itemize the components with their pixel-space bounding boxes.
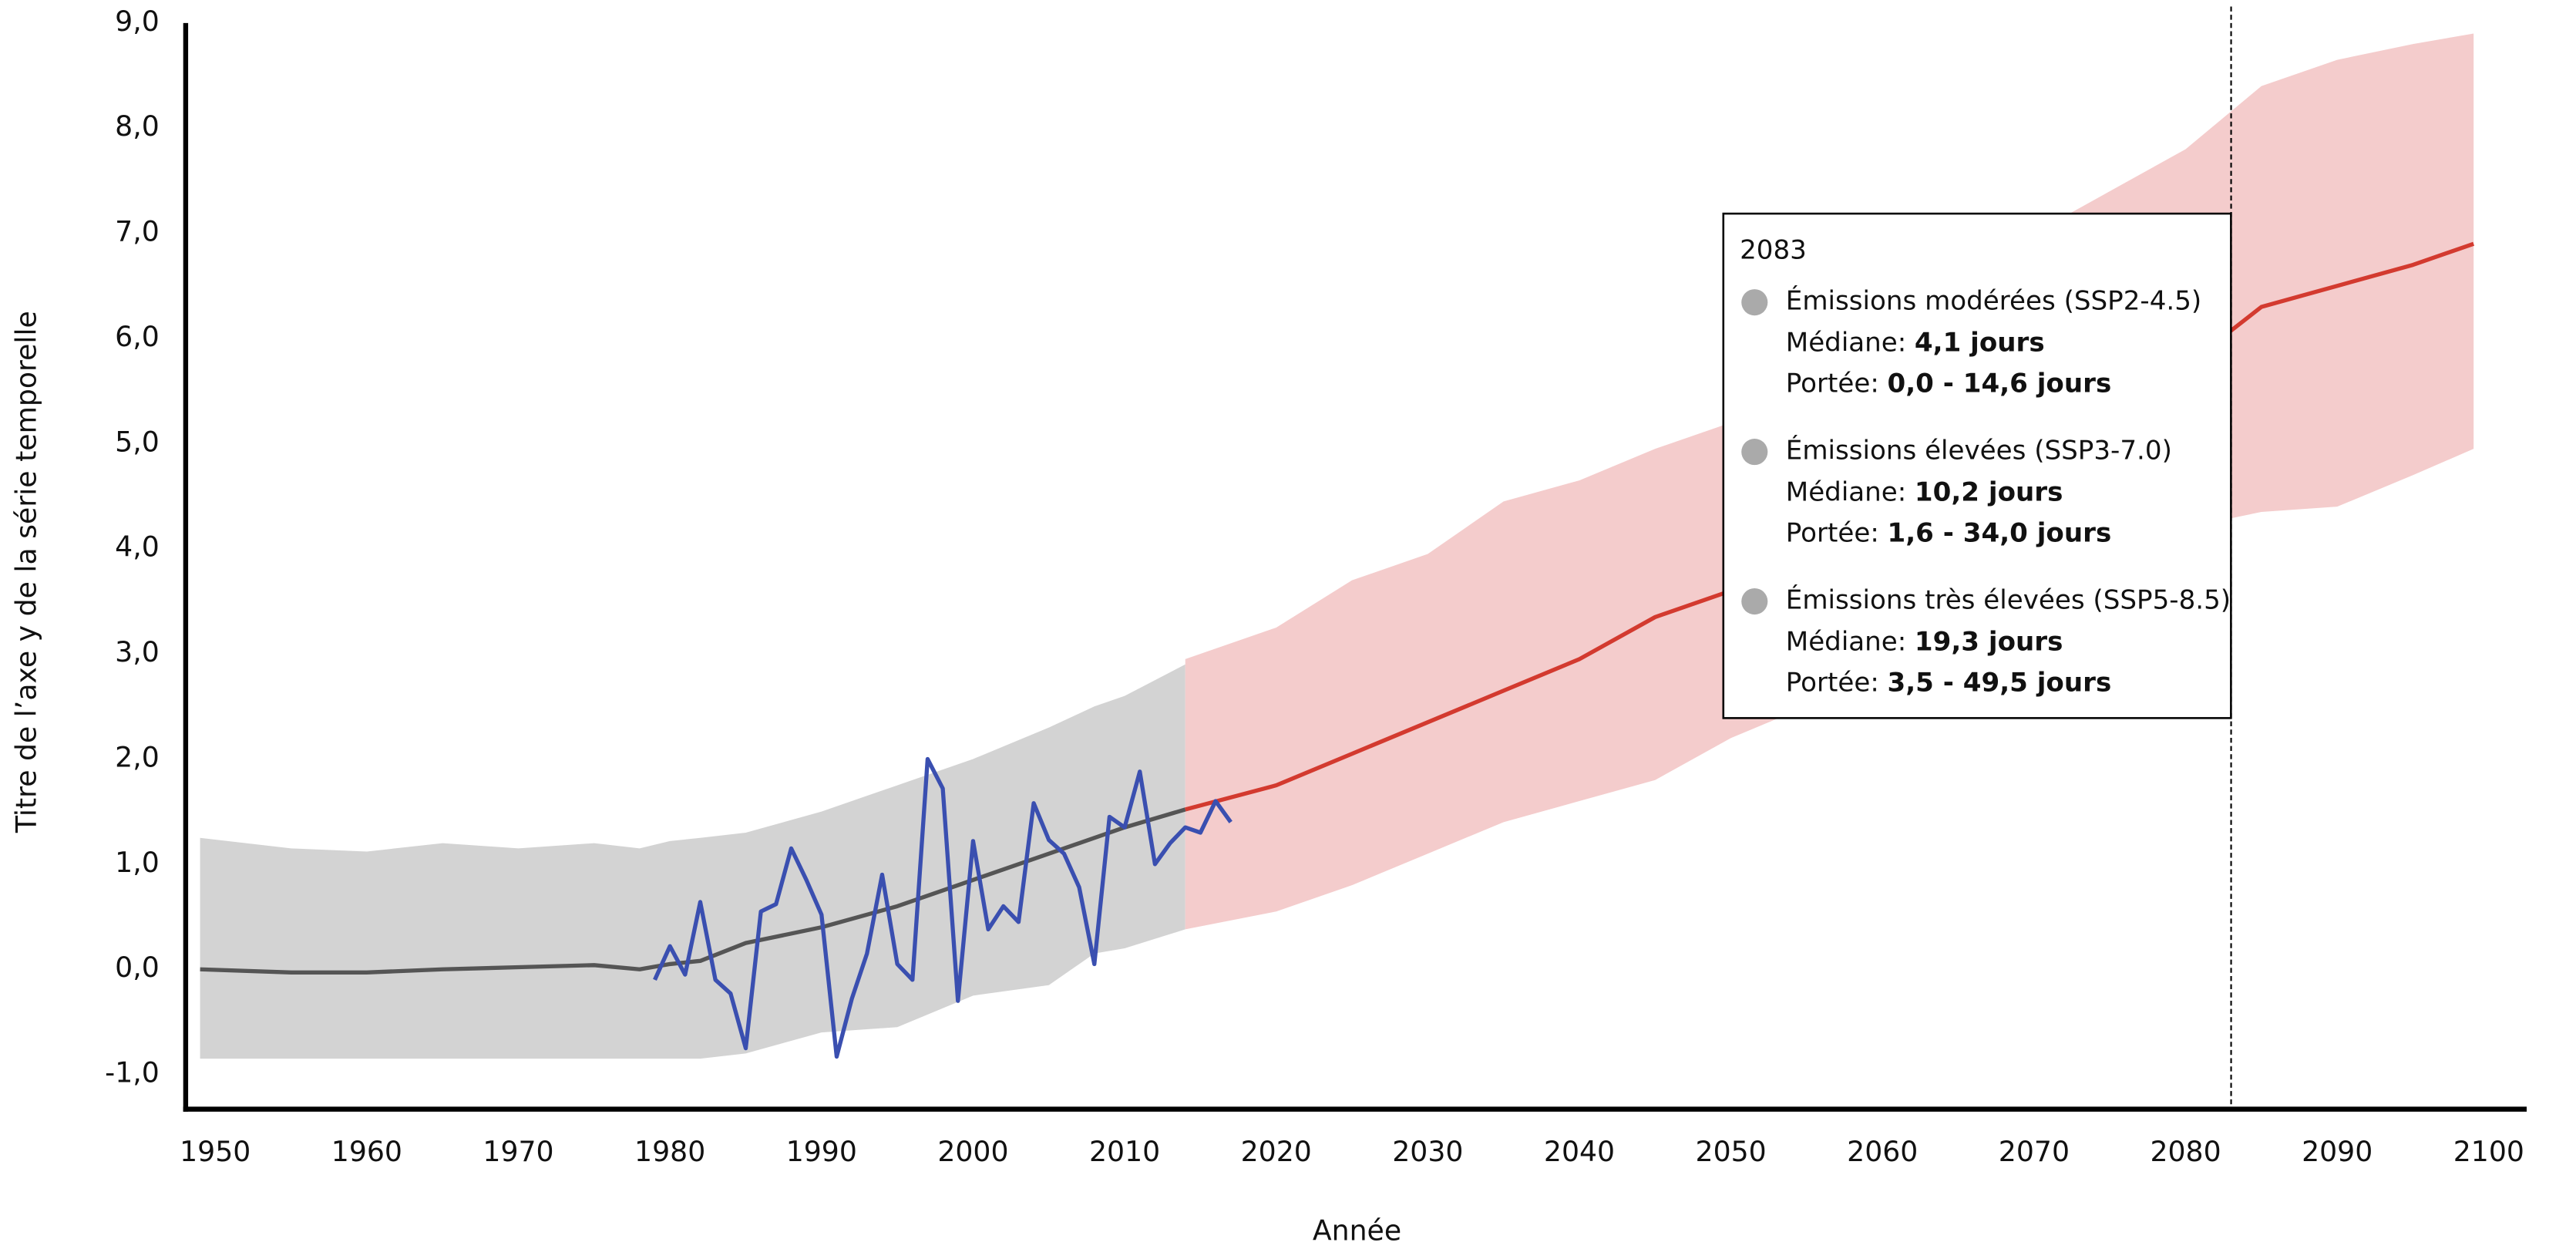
y-tick-label: 9,0: [115, 5, 160, 38]
series-line: [653, 756, 1233, 1059]
x-tick-label: 2000: [937, 1135, 1008, 1168]
y-axis-title: Titre de l’axe y de la série temporelle: [9, 311, 42, 833]
range-band: [200, 664, 1185, 1059]
x-tick-label: 2010: [1089, 1135, 1160, 1168]
series-line: [200, 807, 1186, 975]
x-tick-label: 2050: [1696, 1135, 1767, 1168]
range-value: 1,6 - 34,0 jours: [1887, 517, 2111, 548]
x-tick-label: 2040: [1544, 1135, 1615, 1168]
median-value: 10,2 jours: [1915, 476, 2063, 507]
range-label: Portée:: [1786, 368, 1879, 399]
tooltip-box: [1722, 212, 2232, 719]
x-tick-label: 2090: [2302, 1135, 2373, 1168]
scenario-name: Émissions modérées (SSP2-4.5): [1786, 285, 2201, 317]
median-line: Médiane: 19,3 jours: [1786, 626, 2063, 657]
x-tick-label: 1950: [180, 1135, 251, 1168]
range-value: 0,0 - 14,6 jours: [1887, 368, 2111, 399]
median-value: 19,3 jours: [1915, 626, 2063, 657]
median-line: Médiane: 4,1 jours: [1786, 327, 2045, 358]
y-tick-label: 1,0: [115, 846, 160, 879]
y-tick-label: 4,0: [115, 530, 160, 564]
range-label: Portée:: [1786, 667, 1879, 698]
median-line: Médiane: 10,2 jours: [1786, 476, 2063, 507]
x-tick-label: 2030: [1392, 1135, 1463, 1168]
y-tick-label: 3,0: [115, 635, 160, 668]
median-label: Médiane:: [1786, 476, 1906, 507]
median-value: 4,1 jours: [1915, 327, 2045, 358]
range-line: Portée: 0,0 - 14,6 jours: [1786, 368, 2111, 399]
range-line: Portée: 3,5 - 49,5 jours: [1786, 667, 2111, 698]
y-tick-label: 7,0: [115, 215, 160, 248]
x-tick-label: 1980: [634, 1135, 705, 1168]
median-label: Médiane:: [1786, 327, 1906, 358]
legend-dot: [1741, 588, 1768, 615]
x-tick-label: 2020: [1241, 1135, 1312, 1168]
x-tick-label: 2070: [1999, 1135, 2070, 1168]
y-tick-label: 2,0: [115, 740, 160, 773]
y-tick-label: 8,0: [115, 109, 160, 143]
range-value: 3,5 - 49,5 jours: [1887, 667, 2111, 698]
median-label: Médiane:: [1786, 626, 1906, 657]
y-tick-label: 0,0: [115, 951, 160, 984]
range-line: Portée: 1,6 - 34,0 jours: [1786, 517, 2111, 548]
x-tick-label: 1960: [331, 1135, 402, 1168]
y-tick-label: 5,0: [115, 425, 160, 458]
tooltip-title: 2083: [1740, 235, 1807, 266]
x-tick-label: 1970: [483, 1135, 553, 1168]
tooltip: 2083 Émissions modérées (SSP2-4.5) Médiane…: [1722, 212, 2232, 719]
legend-dot: [1741, 439, 1768, 466]
x-tick-label: 2060: [1847, 1135, 1918, 1168]
scenario-name: Émissions élevées (SSP3-7.0): [1786, 435, 2172, 466]
x-tick-label: 2100: [2453, 1135, 2524, 1168]
x-tick-label: 2080: [2150, 1135, 2221, 1168]
y-tick-label: 6,0: [115, 320, 160, 353]
legend-dot: [1741, 289, 1768, 316]
y-tick-label: -1,0: [105, 1056, 160, 1089]
x-tick-label: 1990: [786, 1135, 857, 1168]
range-label: Portée:: [1786, 517, 1879, 548]
x-axis-title: Année: [1313, 1214, 1401, 1247]
scenario-name: Émissions très élevées (SSP5-8.5): [1786, 584, 2231, 616]
